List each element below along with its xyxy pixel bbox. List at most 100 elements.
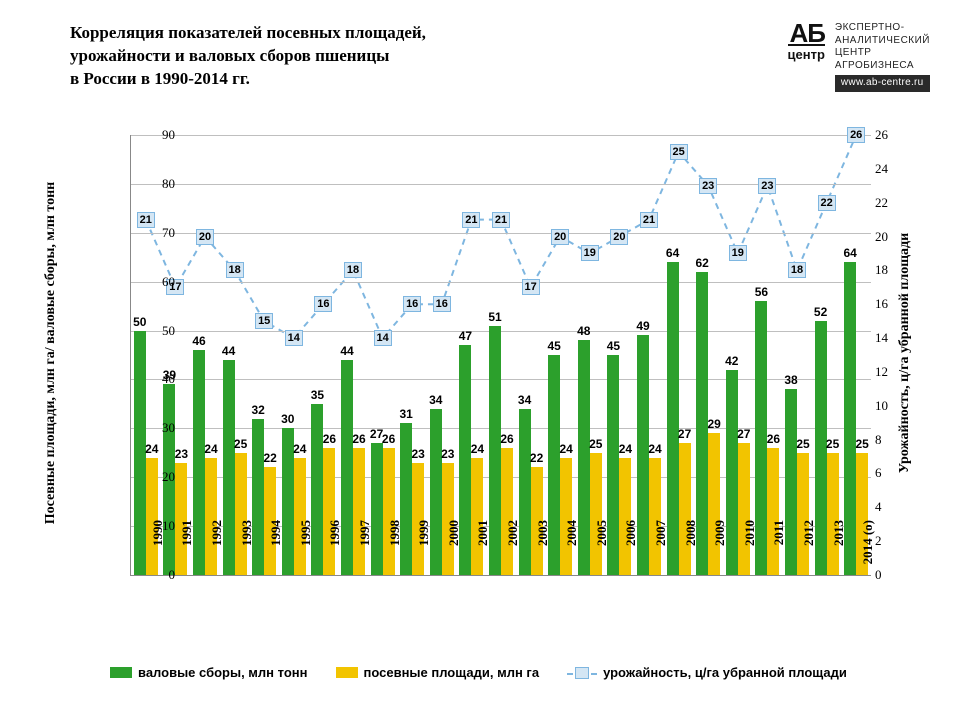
ytick-right: 16 [875, 296, 888, 312]
bar-value: 22 [264, 451, 277, 465]
bar-value: 38 [784, 373, 797, 387]
bar-value: 25 [796, 437, 809, 451]
bars: 5024392346244425322230243526442627263123… [131, 135, 871, 575]
yield-point: 23 [699, 178, 717, 194]
ytick-right: 8 [875, 432, 882, 448]
ytick-right: 24 [875, 161, 888, 177]
x-label: 2010 [742, 520, 758, 580]
bar-value: 34 [429, 393, 442, 407]
title-line: в России в 1990-2014 гг. [70, 68, 426, 91]
legend-swatch [336, 667, 358, 678]
ytick-left: 40 [162, 371, 175, 387]
bar-value: 56 [755, 285, 768, 299]
yield-point: 17 [522, 279, 540, 295]
logo-url: www.ab-centre.ru [835, 75, 930, 92]
bar-value: 64 [844, 246, 857, 260]
bar-value: 31 [400, 407, 413, 421]
x-label: 1994 [268, 520, 284, 580]
ytick-left: 0 [169, 567, 176, 583]
bar-value: 26 [500, 432, 513, 446]
x-label: 2001 [475, 520, 491, 580]
chart-area: Посевные площади, млн га/ валовые сборы,… [50, 125, 920, 645]
chart-title: Корреляция показателей посевных площадей… [70, 22, 426, 102]
x-label: 1993 [239, 520, 255, 580]
yield-point: 21 [462, 212, 480, 228]
bar-value: 42 [725, 354, 738, 368]
bar-value: 29 [708, 417, 721, 431]
logo-line: ЦЕНТР [835, 47, 930, 60]
x-label: 2009 [712, 520, 728, 580]
legend-item-yield: урожайность, ц/га убранной площади [567, 665, 847, 680]
bar-value: 24 [145, 442, 158, 456]
legend-item-area: посевные площади, млн га [336, 665, 540, 680]
bar-value: 26 [767, 432, 780, 446]
title-line: урожайности и валовых сборов пшеницы [70, 45, 426, 68]
bar-value: 23 [412, 447, 425, 461]
yield-point: 14 [285, 330, 303, 346]
bar-value: 25 [826, 437, 839, 451]
legend-label: посевные площади, млн га [364, 665, 540, 680]
ytick-right: 10 [875, 398, 888, 414]
bar-value: 45 [548, 339, 561, 353]
bar-harvest: 50 [134, 331, 146, 575]
x-label: 2012 [801, 520, 817, 580]
yield-point: 19 [581, 245, 599, 261]
bar-value: 50 [133, 315, 146, 329]
x-label: 1992 [209, 520, 225, 580]
x-label: 1998 [387, 520, 403, 580]
ytick-right: 18 [875, 262, 888, 278]
logo-line: ЭКСПЕРТНО- [835, 22, 930, 35]
yield-point: 19 [729, 245, 747, 261]
bar-value: 24 [560, 442, 573, 456]
bar-value: 49 [636, 319, 649, 333]
yield-point: 26 [847, 127, 865, 143]
bar-value: 51 [488, 310, 501, 324]
ytick-right: 22 [875, 195, 888, 211]
bar-value: 25 [856, 437, 869, 451]
x-label: 1995 [298, 520, 314, 580]
yield-point: 21 [492, 212, 510, 228]
x-label: 2003 [535, 520, 551, 580]
x-label: 2004 [564, 520, 580, 580]
x-label: 1990 [150, 520, 166, 580]
bar-value: 32 [252, 403, 265, 417]
ytick-left: 90 [162, 127, 175, 143]
yield-point: 18 [344, 262, 362, 278]
ytick-right: 12 [875, 364, 888, 380]
bar-value: 52 [814, 305, 827, 319]
ytick-left: 30 [162, 420, 175, 436]
logo-line: АГРОБИЗНЕСА [835, 60, 930, 73]
x-label: 1991 [179, 520, 195, 580]
bar-value: 27 [737, 427, 750, 441]
yield-point: 18 [226, 262, 244, 278]
bar-value: 44 [222, 344, 235, 358]
y-right-label: Урожайность, ц/га убранной площади [897, 233, 913, 473]
bar-value: 23 [175, 447, 188, 461]
legend-line-icon [567, 666, 597, 680]
x-label: 2014 (о) [860, 520, 876, 580]
legend-swatch [110, 667, 132, 678]
title-line: Корреляция показателей посевных площадей… [70, 22, 426, 45]
logo-text: ЭКСПЕРТНО- АНАЛИТИЧЕСКИЙ ЦЕНТР АГРОБИЗНЕ… [835, 22, 930, 92]
x-label: 1999 [416, 520, 432, 580]
x-label: 2002 [505, 520, 521, 580]
ytick-right: 6 [875, 465, 882, 481]
bar-value: 25 [589, 437, 602, 451]
bar-value: 26 [382, 432, 395, 446]
bar-value: 45 [607, 339, 620, 353]
page: Корреляция показателей посевных площадей… [0, 0, 960, 720]
legend-label: валовые сборы, млн тонн [138, 665, 308, 680]
logo-mark: АБ центр [788, 22, 825, 62]
yield-point: 22 [818, 195, 836, 211]
yield-point: 21 [640, 212, 658, 228]
yield-point: 20 [610, 229, 628, 245]
bar-value: 46 [192, 334, 205, 348]
bar-value: 26 [352, 432, 365, 446]
x-label: 1996 [327, 520, 343, 580]
yield-point: 20 [551, 229, 569, 245]
ytick-left: 80 [162, 176, 175, 192]
bar-value: 24 [648, 442, 661, 456]
bar-value: 24 [619, 442, 632, 456]
ytick-left: 60 [162, 274, 175, 290]
header: Корреляция показателей посевных площадей… [70, 22, 930, 102]
